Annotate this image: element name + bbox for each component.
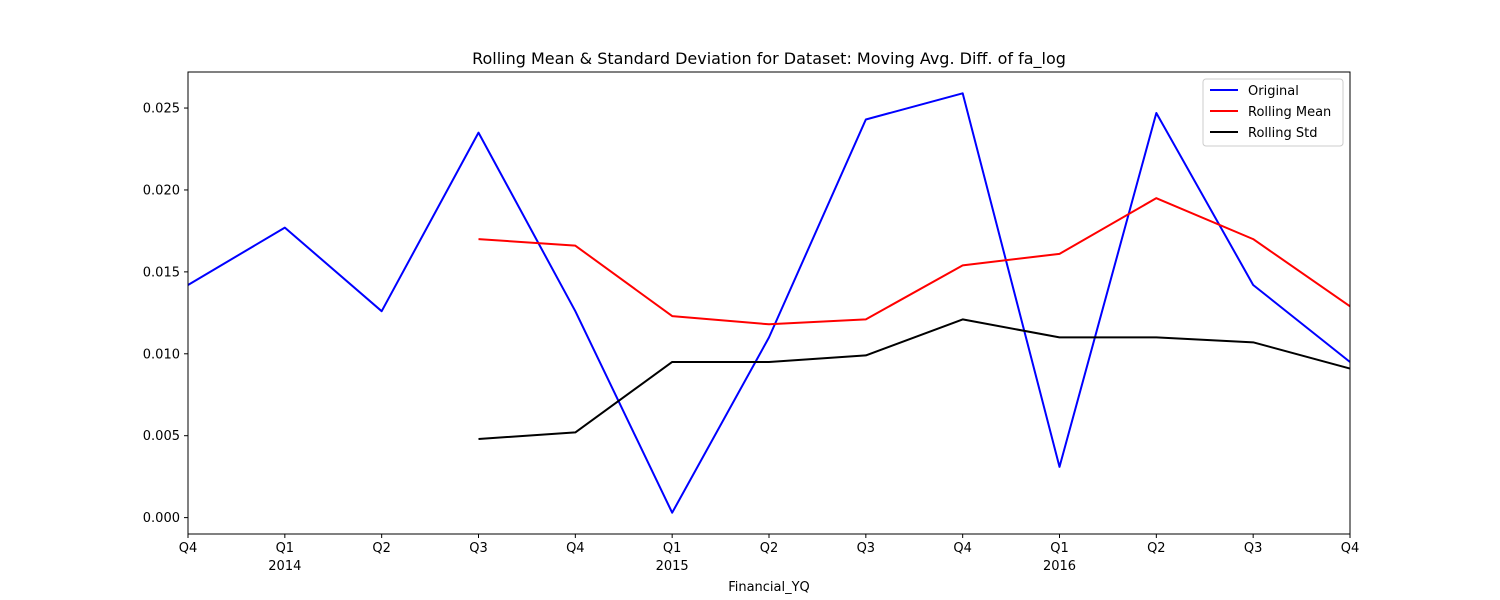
chart-title: Rolling Mean & Standard Deviation for Da… bbox=[472, 49, 1066, 69]
x-tick-label: Q3 bbox=[857, 541, 876, 556]
series-line-rolling-mean bbox=[478, 197, 1351, 326]
x-axis-title: Financial_YQ bbox=[728, 580, 810, 595]
y-tick-label: 0.015 bbox=[143, 265, 180, 280]
x-tick-label: Q3 bbox=[469, 541, 488, 556]
x-tick-label: Q2 bbox=[372, 541, 391, 556]
x-tick-label: Q4 bbox=[1341, 541, 1360, 556]
x-tick-label: Q3 bbox=[1244, 541, 1263, 556]
x-tick-label: Q4 bbox=[953, 541, 972, 556]
x-tick-label: Q2 bbox=[760, 541, 779, 556]
y-tick-label: 0.025 bbox=[143, 102, 180, 117]
axes: 0.000 0.005 0.010 0.015 0.020 0.025 Q4 Q1 2014 Q2… bbox=[143, 102, 1359, 574]
x-year-label: 2014 bbox=[268, 559, 301, 574]
x-tick-label: Q1 bbox=[276, 541, 295, 556]
x-tick-label: Q4 bbox=[566, 541, 585, 556]
legend-label: Rolling Mean bbox=[1248, 105, 1331, 120]
x-tick-label: Q1 bbox=[663, 541, 682, 556]
x-tick-label: Q1 bbox=[1050, 541, 1069, 556]
y-tick-label: 0.010 bbox=[143, 347, 180, 362]
legend-label: Rolling Std bbox=[1248, 126, 1317, 141]
legend-label: Original bbox=[1248, 84, 1299, 99]
y-tick-label: 0.020 bbox=[143, 183, 180, 198]
series-line-rolling-std bbox=[478, 318, 1351, 440]
plot-area bbox=[187, 92, 1351, 514]
x-year-label: 2015 bbox=[656, 559, 689, 574]
x-tick-label: Q2 bbox=[1147, 541, 1166, 556]
legend: Original Rolling Mean Rolling Std bbox=[1202, 78, 1344, 147]
series-line-original bbox=[187, 92, 1351, 514]
y-tick-label: 0.000 bbox=[143, 511, 180, 526]
plot-frame bbox=[187, 71, 1351, 535]
x-year-label: 2016 bbox=[1043, 559, 1076, 574]
x-tick-label: Q4 bbox=[179, 541, 198, 556]
legend-box bbox=[1202, 78, 1344, 147]
y-tick-label: 0.005 bbox=[143, 429, 180, 444]
